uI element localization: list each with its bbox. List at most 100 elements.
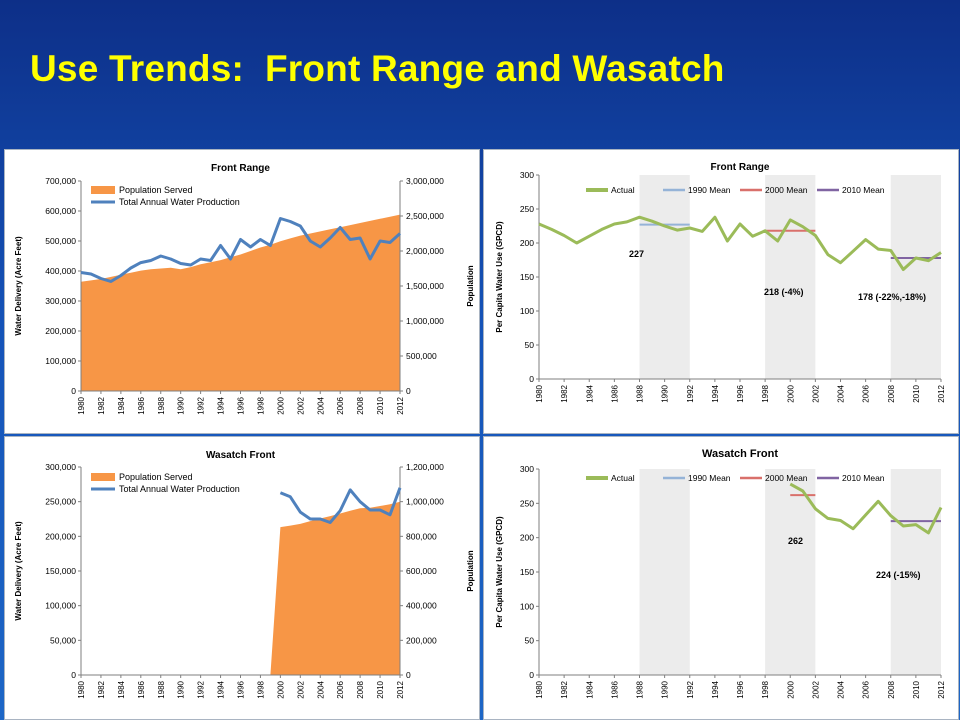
x-tick-label: 2006 <box>336 680 345 698</box>
x-tick-label: 2006 <box>862 680 871 698</box>
y-axis-title: Water Delivery (Acre Feet) <box>14 236 23 336</box>
y2-axis-title: Population <box>466 550 475 591</box>
production-line <box>279 487 402 524</box>
wasatch-delivery-chart: Wasatch Front 0 50,000 100,000 150,000 200,00… <box>14 450 475 699</box>
legend-label: 2010 Mean <box>842 473 885 483</box>
y-tick-label: 100,000 <box>45 601 76 611</box>
x-tick-label: 1988 <box>157 396 166 414</box>
x-tick-label: 2012 <box>937 680 946 698</box>
legend-swatch-population <box>91 473 115 481</box>
x-tick-label: 1980 <box>77 396 86 414</box>
mean-annotation: 218 (-4%) <box>764 287 804 297</box>
x-tick-label: 2012 <box>396 680 405 698</box>
x-tick-label: 1990 <box>177 680 186 698</box>
x-tick-label: 1996 <box>237 396 246 414</box>
x-tick-label: 1998 <box>256 396 265 414</box>
legend-label: Actual <box>611 185 635 195</box>
y2-tick-label: 0 <box>406 670 411 680</box>
mean-annotation: 227 <box>629 249 644 259</box>
population-area <box>270 501 400 675</box>
x-tick-label: 2010 <box>376 680 385 698</box>
x-tick-label: 1980 <box>535 680 544 698</box>
x-tick-label: 1994 <box>217 396 226 414</box>
y2-tick-label: 1,000,000 <box>406 497 444 507</box>
x-tick-label: 1984 <box>117 680 126 698</box>
y-tick-label: 200 <box>520 533 534 543</box>
x-tick-label: 1982 <box>97 396 106 414</box>
x-tick-label: 2008 <box>887 680 896 698</box>
x-tick-label: 2000 <box>786 384 795 402</box>
shaded-period <box>890 469 941 675</box>
shaded-period <box>639 175 690 379</box>
x-tick-label: 1990 <box>177 396 186 414</box>
x-tick-label: 2004 <box>837 680 846 698</box>
x-tick-label: 2000 <box>276 680 285 698</box>
x-tick-label: 1996 <box>736 680 745 698</box>
x-tick-label: 1992 <box>686 680 695 698</box>
shaded-period <box>639 469 690 675</box>
x-tick-label: 1986 <box>137 680 146 698</box>
y2-tick-label: 0 <box>406 386 411 396</box>
x-tick-label: 1982 <box>97 680 106 698</box>
y-tick-label: 100,000 <box>45 356 76 366</box>
x-tick-label: 1982 <box>560 680 569 698</box>
x-tick-label: 1996 <box>237 680 246 698</box>
y-tick-label: 200 <box>520 238 534 248</box>
x-tick-label: 1994 <box>711 680 720 698</box>
y-tick-label: 50 <box>525 636 535 646</box>
production-line <box>80 217 402 283</box>
x-tick-label: 1986 <box>137 396 146 414</box>
y2-tick-label: 1,200,000 <box>406 462 444 472</box>
y-tick-label: 250 <box>520 204 534 214</box>
legend-label: 1990 Mean <box>688 185 731 195</box>
x-tick-label: 2008 <box>887 384 896 402</box>
shaded-period <box>765 175 816 379</box>
x-tick-label: 1982 <box>560 384 569 402</box>
legend-label-production: Total Annual Water Production <box>119 484 240 494</box>
legend-label-population: Population Served <box>119 185 193 195</box>
y-tick-label: 500,000 <box>45 236 76 246</box>
x-tick-label: 2004 <box>316 680 325 698</box>
y-tick-label: 200,000 <box>45 531 76 541</box>
x-tick-label: 2012 <box>937 384 946 402</box>
wasatch-delivery-panel: Wasatch Front 0 50,000 100,000 150,000 200,00… <box>4 436 480 720</box>
front-range-delivery-chart: Front Range 0 100,000 200,000 300,000 400,000… <box>14 163 475 415</box>
y-tick-label: 700,000 <box>45 176 76 186</box>
chart-title: Front Range <box>211 163 270 174</box>
legend-swatch-population <box>91 186 115 194</box>
y2-tick-label: 600,000 <box>406 566 437 576</box>
y2-tick-label: 2,000,000 <box>406 246 444 256</box>
x-tick-label: 1998 <box>256 680 265 698</box>
x-tick-label: 2002 <box>296 396 305 414</box>
y-axis-title: Per Capita Water Use (GPCD) <box>495 516 504 628</box>
y2-tick-label: 1,000,000 <box>406 316 444 326</box>
y-tick-label: 100 <box>520 601 534 611</box>
chart-title: Wasatch Front <box>702 448 778 460</box>
x-tick-label: 1988 <box>157 680 166 698</box>
y-tick-label: 150 <box>520 272 534 282</box>
front-range-gpcd-chart: Front Range 0 50 100 150 200 250 300 1980 1982 198… <box>495 162 946 403</box>
y2-tick-label: 2,500,000 <box>406 211 444 221</box>
y-tick-label: 50,000 <box>50 635 76 645</box>
x-tick-label: 2002 <box>296 680 305 698</box>
legend-label: 1990 Mean <box>688 473 731 483</box>
x-tick-label: 2006 <box>862 384 871 402</box>
x-tick-label: 2010 <box>912 680 921 698</box>
front-range-delivery-panel: Front Range 0 100,000 200,000 300,000 400,000… <box>4 149 480 434</box>
y-tick-label: 250,000 <box>45 497 76 507</box>
y-tick-label: 0 <box>529 670 534 680</box>
x-tick-label: 1986 <box>610 384 619 402</box>
x-tick-label: 1996 <box>736 384 745 402</box>
y-tick-label: 0 <box>71 670 76 680</box>
wasatch-gpcd-panel: Wasatch Front 0 50 100 150 200 250 300 1980 1982 1… <box>483 436 959 720</box>
legend-label-population: Population Served <box>119 472 193 482</box>
x-tick-label: 1988 <box>636 680 645 698</box>
x-tick-label: 2012 <box>396 396 405 414</box>
y-tick-label: 600,000 <box>45 206 76 216</box>
x-tick-label: 1984 <box>585 384 594 402</box>
legend-label: Actual <box>611 473 635 483</box>
x-tick-label: 1980 <box>77 680 86 698</box>
x-tick-label: 1984 <box>117 396 126 414</box>
y-tick-label: 300,000 <box>45 462 76 472</box>
population-area <box>81 214 400 391</box>
